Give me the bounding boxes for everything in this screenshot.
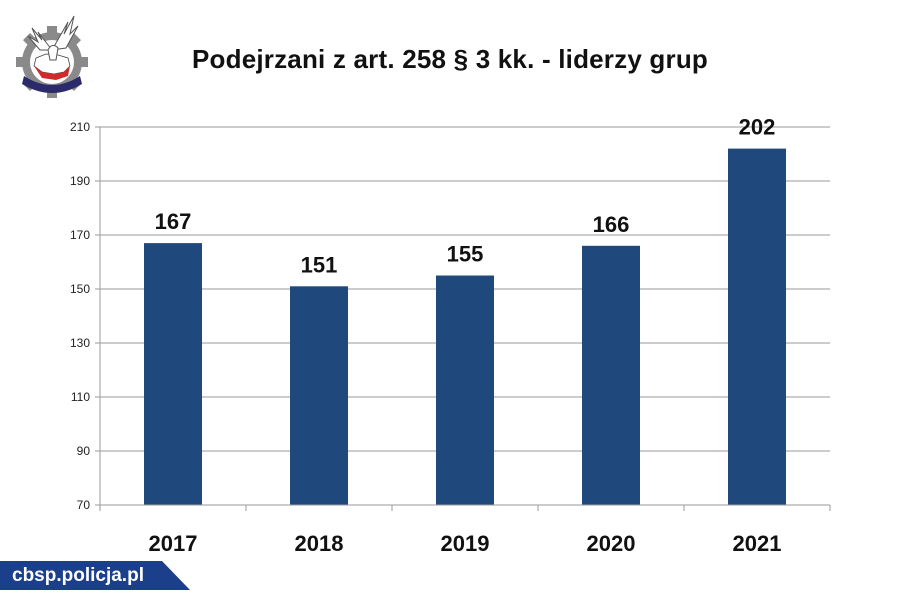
y-tick-label: 70	[77, 498, 91, 512]
bar-2019	[436, 275, 494, 505]
chart-title: Podejrzani z art. 258 § 3 kk. - liderzy …	[192, 44, 708, 74]
data-label-2021: 202	[739, 115, 776, 140]
y-tick-label: 150	[70, 282, 90, 296]
x-tick-label-2020: 2020	[587, 531, 636, 556]
x-tick-labels: 2017 2018 2019 2020 2021	[149, 531, 782, 556]
x-tick-label-2019: 2019	[441, 531, 490, 556]
cbsp-eagle-emblem-icon	[16, 15, 88, 98]
data-labels: 167 151 155 166 202	[155, 115, 776, 278]
bar-2021	[728, 148, 786, 505]
y-tick-label: 90	[77, 444, 91, 458]
data-label-2020: 166	[593, 212, 630, 237]
y-tick-label: 210	[70, 120, 90, 134]
data-label-2018: 151	[301, 252, 338, 277]
axes	[99, 127, 831, 511]
footer-badge-shape	[0, 561, 190, 590]
y-tick-label: 190	[70, 174, 90, 188]
data-label-2019: 155	[447, 242, 484, 267]
bars	[144, 148, 786, 506]
bar-2018	[290, 286, 348, 505]
x-tick-label-2017: 2017	[149, 531, 198, 556]
y-tick-label: 130	[70, 336, 90, 350]
bar-2017	[144, 243, 202, 505]
x-tick-label-2021: 2021	[733, 531, 782, 556]
y-tick-labels: 70 90 110 130 150 170 190 210	[70, 120, 90, 512]
x-tick-label-2018: 2018	[295, 531, 344, 556]
y-tick-label: 110	[71, 390, 90, 404]
bar-2020	[582, 245, 640, 506]
data-label-2017: 167	[155, 209, 192, 234]
footer-site-link[interactable]: cbsp.policja.pl	[12, 565, 144, 586]
y-tick-label: 170	[70, 228, 90, 242]
